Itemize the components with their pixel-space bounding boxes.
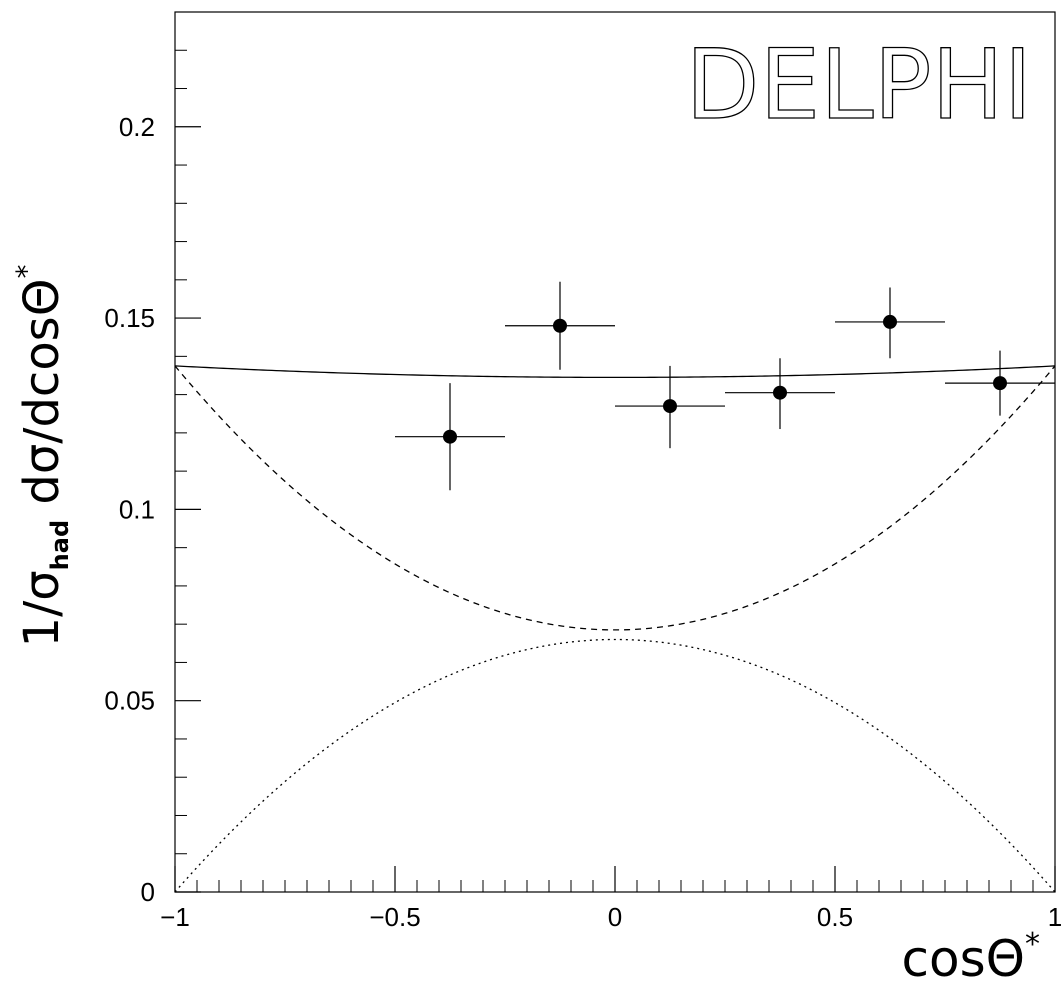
data-marker: [443, 429, 457, 444]
delphi-logo: DELPHI: [686, 29, 1032, 141]
y-tick-label: 0.1: [119, 494, 155, 524]
x-axis-label-main: cosΘ: [902, 930, 1026, 982]
y-axis-label: 1/σhad dσ/dcosΘ*: [10, 265, 74, 648]
model-curves: [174, 365, 1056, 893]
y-axis-label-pre: 1/σ: [14, 570, 70, 647]
data-point: [945, 350, 1055, 416]
x-tick-label: −1: [160, 902, 190, 932]
plot-frame: [174, 11, 1056, 893]
x-tick-label: 0.5: [817, 902, 853, 932]
data-points: [395, 281, 1055, 491]
data-point: [395, 383, 505, 491]
y-tick-label: 0.05: [104, 686, 155, 716]
y-axis-label-post: dσ/dcosΘ: [14, 279, 70, 520]
data-point: [725, 358, 835, 430]
y-tick-label: 0.2: [119, 112, 155, 142]
axis-ticks: −1 −0.5 0 0.5 1 0 0.05 0.1 0.15 0.2: [104, 11, 1062, 932]
x-tick-label: −0.5: [369, 902, 420, 932]
curve-dotted: [174, 638, 1056, 893]
x-axis-label: cosΘ*: [902, 927, 1041, 982]
data-marker: [883, 314, 897, 329]
data-point: [615, 365, 725, 449]
data-point: [505, 281, 615, 370]
y-axis-label-sup: *: [10, 265, 43, 279]
y-tick-label: 0.15: [104, 303, 155, 333]
x-tick-label: 1: [1048, 902, 1062, 932]
x-axis-label-sup: *: [1025, 927, 1040, 962]
x-tick-label: 0: [608, 902, 622, 932]
data-marker: [663, 399, 677, 414]
y-axis-label-sub: had: [46, 520, 74, 570]
y-tick-label: 0: [141, 877, 155, 907]
curve-solid: [174, 365, 1056, 379]
data-marker: [553, 318, 567, 333]
curve-dashed: [174, 365, 1056, 631]
data-marker: [993, 376, 1007, 391]
data-marker: [773, 385, 787, 400]
data-point: [835, 287, 945, 359]
